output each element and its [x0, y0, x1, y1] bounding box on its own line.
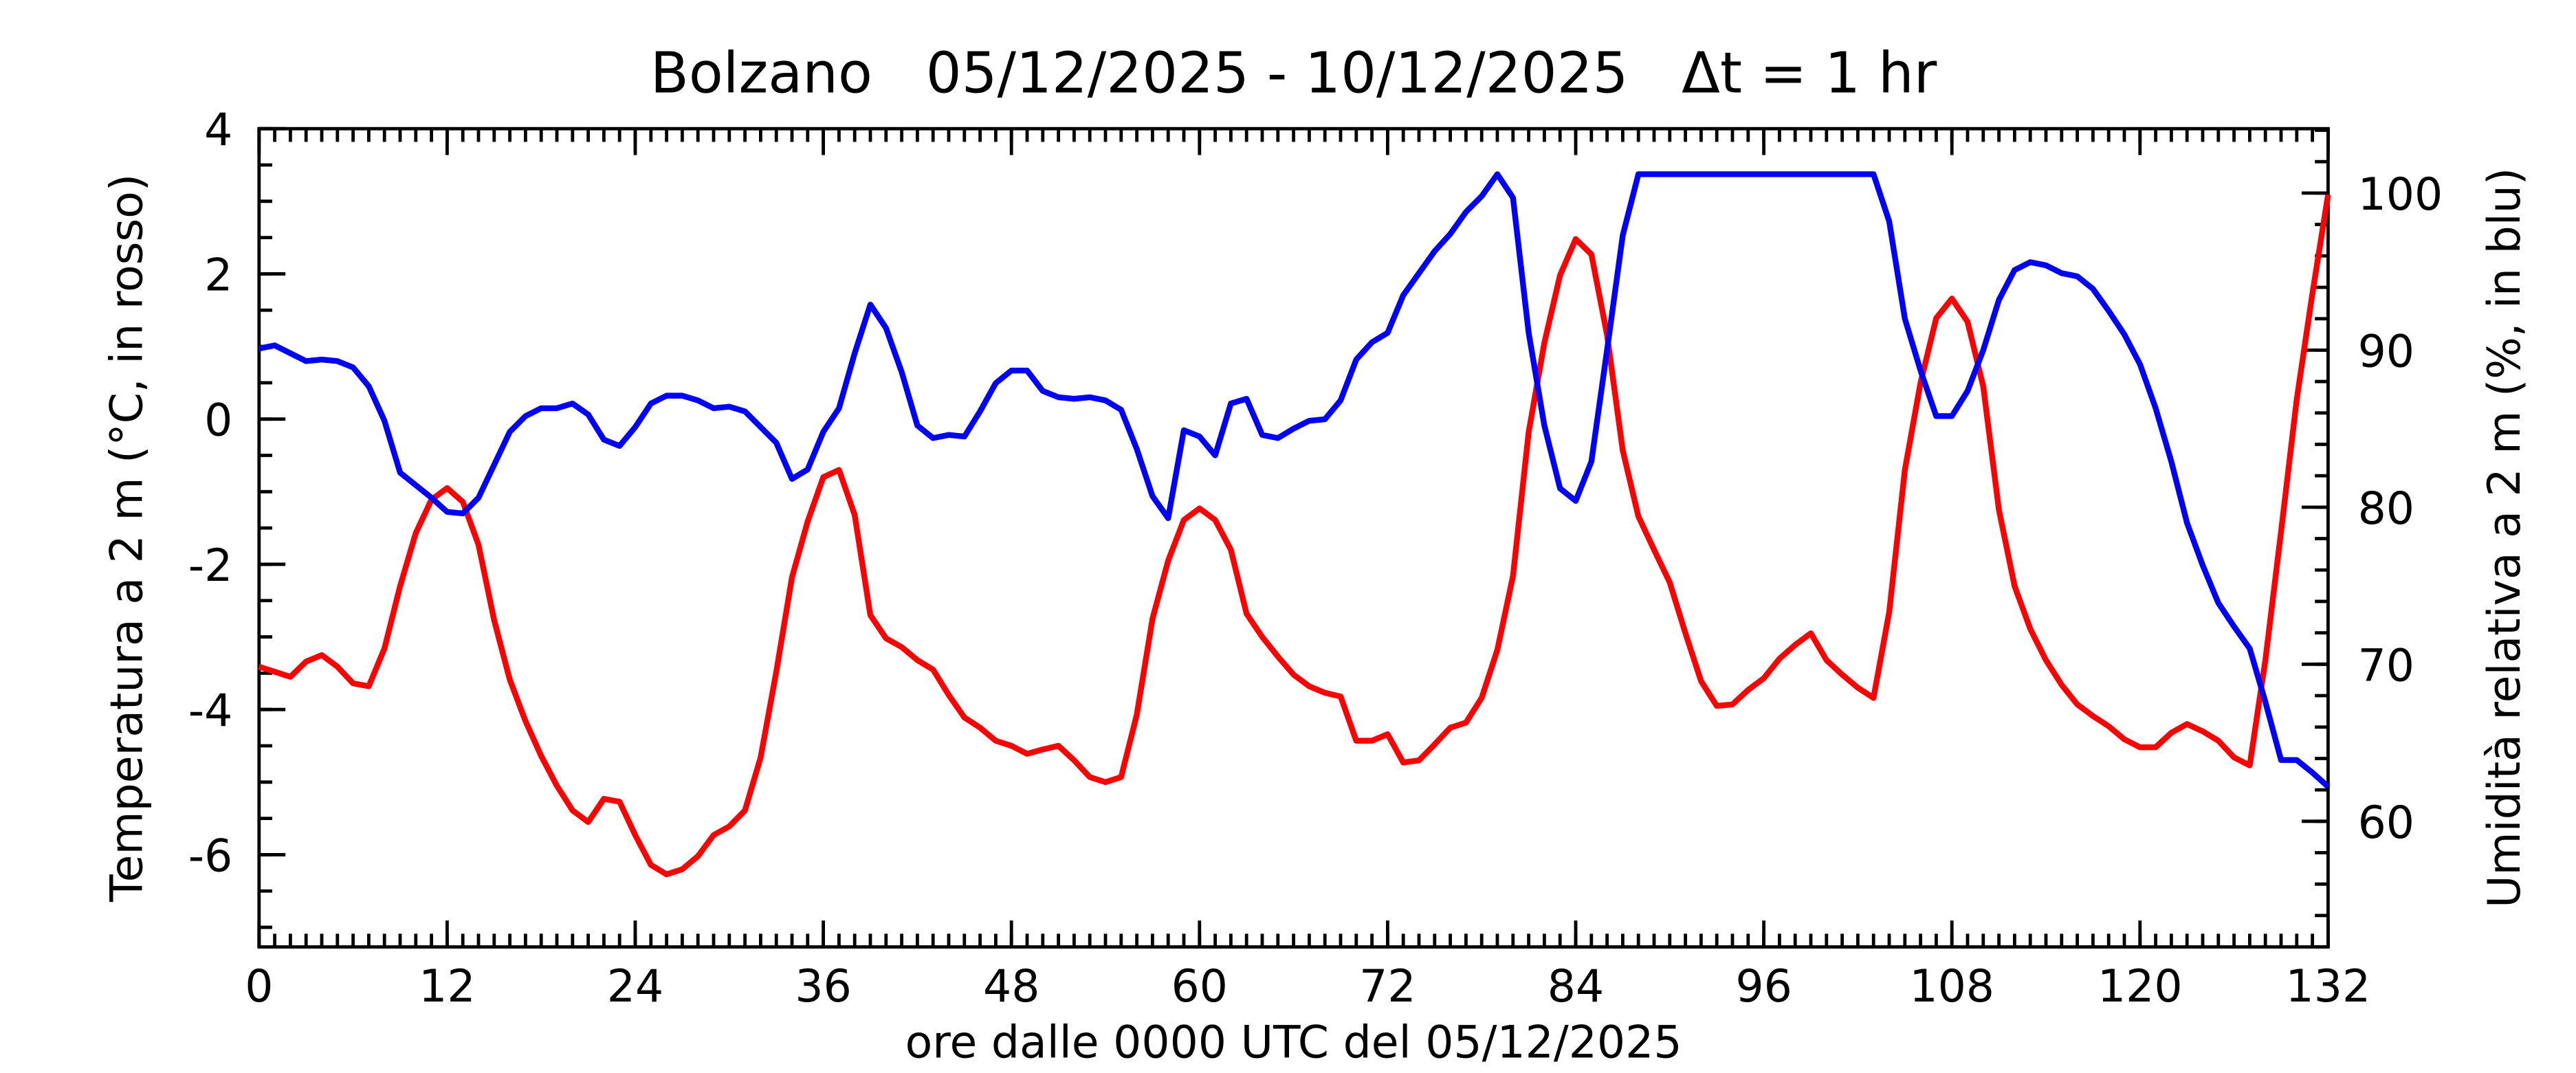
y2-tick-label: 80	[2358, 483, 2414, 535]
x-tick-label: 96	[1735, 961, 1792, 1013]
x-tick-label: 72	[1359, 961, 1416, 1013]
series-line	[258, 171, 2331, 789]
y2-axis-label: Umidità relativa a 2 m (%, in blu)	[2479, 168, 2531, 908]
y-axis-label: Temperatura a 2 m (°C, in rosso)	[101, 174, 153, 903]
y2-tick-label: 60	[2358, 797, 2414, 849]
y2-tick-label: 70	[2358, 640, 2414, 692]
x-tick-label: 108	[1909, 961, 1994, 1013]
x-tick-label: 84	[1548, 961, 1604, 1013]
y2-tick-label: 90	[2358, 326, 2414, 377]
x-tick-label: 0	[245, 961, 273, 1013]
x-axis-label: ore dalle 0000 UTC del 05/12/2025	[905, 1017, 1682, 1068]
x-tick-label: 24	[607, 961, 663, 1013]
x-tick-label: 48	[983, 961, 1039, 1013]
x-tick-label: 12	[419, 961, 475, 1013]
y-tick-label: 2	[204, 250, 232, 301]
series-line	[258, 194, 2331, 878]
x-tick-label: 36	[795, 961, 851, 1013]
x-tick-label: 60	[1171, 961, 1228, 1013]
y-tick-label: 0	[204, 395, 232, 447]
y-tick-label: -4	[188, 685, 233, 737]
chart-title: Bolzano 05/12/2025 - 10/12/2025 Δt = 1 h…	[650, 41, 1937, 106]
x-tick-label: 132	[2286, 961, 2371, 1013]
y-tick-label: 4	[204, 104, 232, 156]
y-tick-label: -2	[188, 540, 233, 592]
y2-tick-label: 100	[2358, 169, 2443, 221]
plot-frame	[257, 126, 2330, 949]
x-tick-label: 120	[2098, 961, 2183, 1013]
y-tick-label: -6	[188, 830, 233, 882]
